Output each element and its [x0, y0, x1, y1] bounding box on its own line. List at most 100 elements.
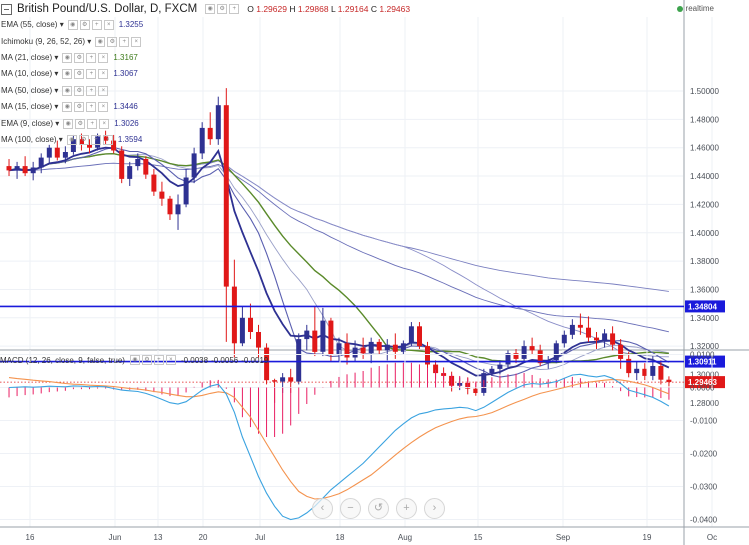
settings-icon[interactable]: ⚙ [75, 118, 86, 129]
macd-label[interactable]: MACD (12, 26, close, 9, false, true) [0, 355, 125, 365]
time-tick-label: Sep [556, 533, 571, 542]
macd-value-signal: -0.0019 [241, 355, 269, 365]
legend-row[interactable]: MA (21, close) ▾ ◉ ⚙ + × 1.3167 [0, 50, 143, 66]
candle-body [328, 320, 334, 355]
zoom-out-icon[interactable]: − [340, 498, 361, 519]
symbol-title[interactable]: British Pound/U.S. Dollar, D, FXCM [17, 3, 198, 15]
eye-icon[interactable]: ◉ [205, 4, 216, 14]
ma-100-line [8, 153, 669, 292]
legend-label[interactable]: EMA (55, close) ▾ [1, 20, 64, 30]
candle-body [360, 347, 366, 354]
legend-label[interactable]: EMA (9, close) ▾ [1, 118, 60, 128]
close-icon[interactable]: × [98, 52, 109, 63]
close-icon[interactable]: × [165, 355, 176, 365]
navigation-controls: ‹ − ↺ + › [312, 498, 452, 519]
settings-icon[interactable]: ⚙ [74, 52, 85, 63]
ema-55-line [8, 162, 669, 333]
more-icon[interactable]: + [90, 134, 101, 145]
close-icon[interactable]: × [98, 85, 109, 96]
settings-icon[interactable]: ⚙ [74, 102, 85, 113]
more-icon[interactable]: + [87, 118, 98, 129]
ohlc-open: O 1.29629 [247, 4, 287, 14]
legend-row[interactable]: EMA (9, close) ▾ ◉ ⚙ + × 1.3026 [0, 115, 143, 131]
eye-icon[interactable]: ◉ [62, 69, 73, 80]
more-icon[interactable]: + [86, 85, 97, 96]
settings-icon[interactable]: ⚙ [78, 134, 89, 145]
header-buttons: ◉ ⚙ + [205, 4, 241, 14]
time-tick-label: 19 [643, 533, 652, 542]
close-icon[interactable]: × [98, 102, 109, 113]
candle-body [650, 366, 656, 376]
collapse-icon[interactable] [1, 3, 12, 15]
time-tick-label: 18 [336, 533, 345, 542]
ohlc-close: C 1.29463 [370, 4, 411, 14]
close-icon[interactable]: × [98, 69, 109, 80]
settings-icon[interactable]: ⚙ [217, 4, 228, 14]
eye-icon[interactable]: ◉ [62, 102, 73, 113]
candle-body [239, 317, 245, 344]
close-icon[interactable]: × [99, 118, 110, 129]
candle-body [618, 344, 624, 359]
eye-icon[interactable]: ◉ [62, 52, 73, 63]
scroll-right-icon[interactable]: › [424, 498, 445, 519]
macd-buttons: ◉ ⚙ + × [129, 355, 178, 365]
eye-icon[interactable]: ◉ [67, 20, 78, 31]
candle-body [344, 343, 350, 358]
settings-icon[interactable]: ⚙ [79, 20, 90, 31]
price-tick-label: 1.46000 [690, 144, 719, 153]
legend-label[interactable]: MA (100, close) ▾ [1, 134, 63, 144]
eye-icon[interactable]: ◉ [95, 36, 106, 47]
candle-body [70, 139, 76, 152]
more-icon[interactable]: + [86, 102, 97, 113]
legend-row[interactable]: EMA (55, close) ▾ ◉ ⚙ + × 1.3255 [0, 17, 143, 33]
eye-icon[interactable]: ◉ [129, 355, 140, 365]
candle-body [38, 157, 44, 168]
legend-row[interactable]: MA (15, close) ▾ ◉ ⚙ + × 1.3446 [0, 99, 143, 115]
more-icon[interactable]: + [153, 355, 164, 365]
legend-label[interactable]: MA (21, close) ▾ [1, 52, 59, 62]
candle-body [223, 105, 229, 287]
price-tick-label: 1.42000 [690, 200, 719, 209]
close-icon[interactable]: × [131, 36, 142, 47]
legend-row[interactable]: MA (50, close) ▾ ◉ ⚙ + × [0, 83, 143, 99]
settings-icon[interactable]: ⚙ [74, 69, 85, 80]
more-icon[interactable]: + [91, 20, 102, 31]
zoom-in-icon[interactable]: + [396, 498, 417, 519]
settings-icon[interactable]: ⚙ [141, 355, 152, 365]
more-icon[interactable]: + [86, 69, 97, 80]
more-icon[interactable]: + [229, 4, 240, 14]
candle-body [119, 150, 125, 179]
legend-row[interactable]: MA (10, close) ▾ ◉ ⚙ + × 1.3067 [0, 66, 143, 82]
legend-buttons: ◉ ⚙ + × [63, 118, 111, 129]
time-tick-label: Oc [707, 533, 717, 542]
legend-buttons: ◉ ⚙ + × [62, 102, 110, 113]
candle-body [433, 364, 439, 374]
candle-body [320, 320, 326, 352]
legend-label[interactable]: MA (15, close) ▾ [1, 102, 59, 112]
scroll-left-icon[interactable]: ‹ [312, 498, 333, 519]
legend-row[interactable]: Ichimoku (9, 26, 52, 26) ▾ ◉ ⚙ + × [0, 33, 143, 49]
eye-icon[interactable]: ◉ [63, 118, 74, 129]
reset-icon[interactable]: ↺ [368, 498, 389, 519]
more-icon[interactable]: + [86, 52, 97, 63]
candle-body [159, 191, 165, 199]
settings-icon[interactable]: ⚙ [74, 85, 85, 96]
legend-label[interactable]: MA (10, close) ▾ [1, 69, 59, 79]
legend-label[interactable]: MA (50, close) ▾ [1, 85, 59, 95]
candle-body [586, 327, 591, 338]
candle-body [642, 368, 648, 376]
candle-body [658, 366, 664, 380]
more-icon[interactable]: + [119, 36, 130, 47]
price-tick-label: 1.44000 [690, 172, 719, 181]
legend-label[interactable]: Ichimoku (9, 26, 52, 26) ▾ [1, 36, 92, 46]
candle-body [30, 167, 36, 174]
candle-body [392, 344, 398, 352]
settings-icon[interactable]: ⚙ [107, 36, 118, 47]
legend-row[interactable]: MA (100, close) ▾ ◉ ⚙ + × 1.3594 [0, 132, 143, 148]
eye-icon[interactable]: ◉ [66, 134, 77, 145]
candle-body [577, 324, 583, 328]
close-icon[interactable]: × [103, 20, 114, 31]
close-icon[interactable]: × [102, 134, 113, 145]
eye-icon[interactable]: ◉ [62, 85, 73, 96]
